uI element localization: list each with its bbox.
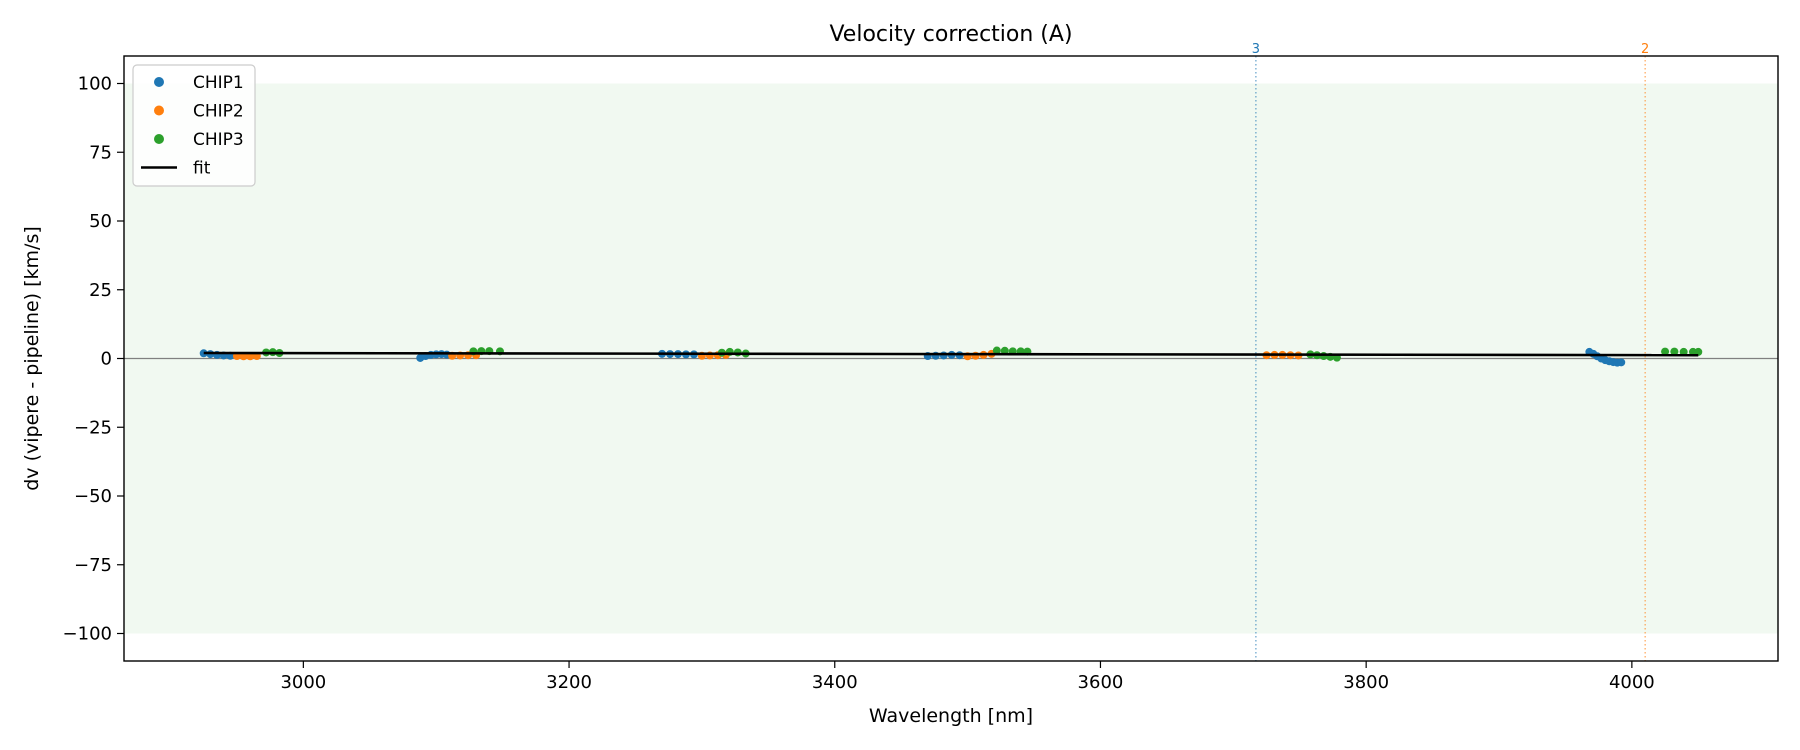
y-axis-label: dv (vipere - pipeline) [km/s] — [21, 226, 43, 491]
legend-label: CHIP1 — [193, 73, 244, 93]
chart-title: Velocity correction (A) — [829, 22, 1072, 47]
x-tick-label: 3800 — [1343, 672, 1389, 693]
legend-label: CHIP2 — [193, 102, 244, 122]
axis-layer: 3000 3200 3400 3600 3800 4000 100 75 50 25 0 −25 −50… — [63, 74, 1655, 694]
data-layer — [199, 346, 1703, 367]
legend-marker — [154, 105, 164, 116]
x-tick-label: 3600 — [1078, 672, 1124, 693]
y-tick-label: 100 — [78, 74, 112, 95]
legend-label: fit — [193, 159, 211, 179]
fit-line — [203, 351, 1699, 357]
y-tick-label: 25 — [89, 280, 112, 301]
x-axis-label: Wavelength [nm] — [869, 705, 1033, 727]
x-tick-label: 3200 — [546, 672, 592, 693]
y-tick-label: −50 — [74, 486, 112, 507]
data-point — [1670, 347, 1679, 356]
legend-box — [132, 64, 256, 187]
y-tick-label: −100 — [63, 624, 112, 645]
legend-marker — [154, 77, 164, 87]
legend-marker — [154, 134, 164, 144]
x-tick-label: 3400 — [812, 672, 858, 693]
vertical-marker-label: 3 — [1252, 42, 1260, 57]
data-point — [992, 346, 1001, 355]
data-point — [1617, 358, 1626, 367]
y-tick-label: 0 — [101, 349, 112, 370]
y-tick-label: 75 — [89, 142, 112, 163]
data-point — [939, 351, 948, 360]
data-point — [1000, 346, 1009, 355]
legend: CHIP1 CHIP2 CHIP3 fit — [132, 64, 256, 187]
x-tick-label: 3000 — [280, 672, 326, 693]
vertical-marker-label: 2 — [1641, 42, 1649, 57]
y-tick-label: 50 — [89, 211, 112, 232]
legend-label: CHIP3 — [193, 130, 244, 150]
data-point — [733, 348, 742, 357]
y-tick-label: −75 — [74, 555, 112, 576]
x-tick-label: 4000 — [1609, 672, 1655, 693]
y-tick-label: −25 — [74, 417, 112, 438]
data-point — [1661, 347, 1670, 356]
